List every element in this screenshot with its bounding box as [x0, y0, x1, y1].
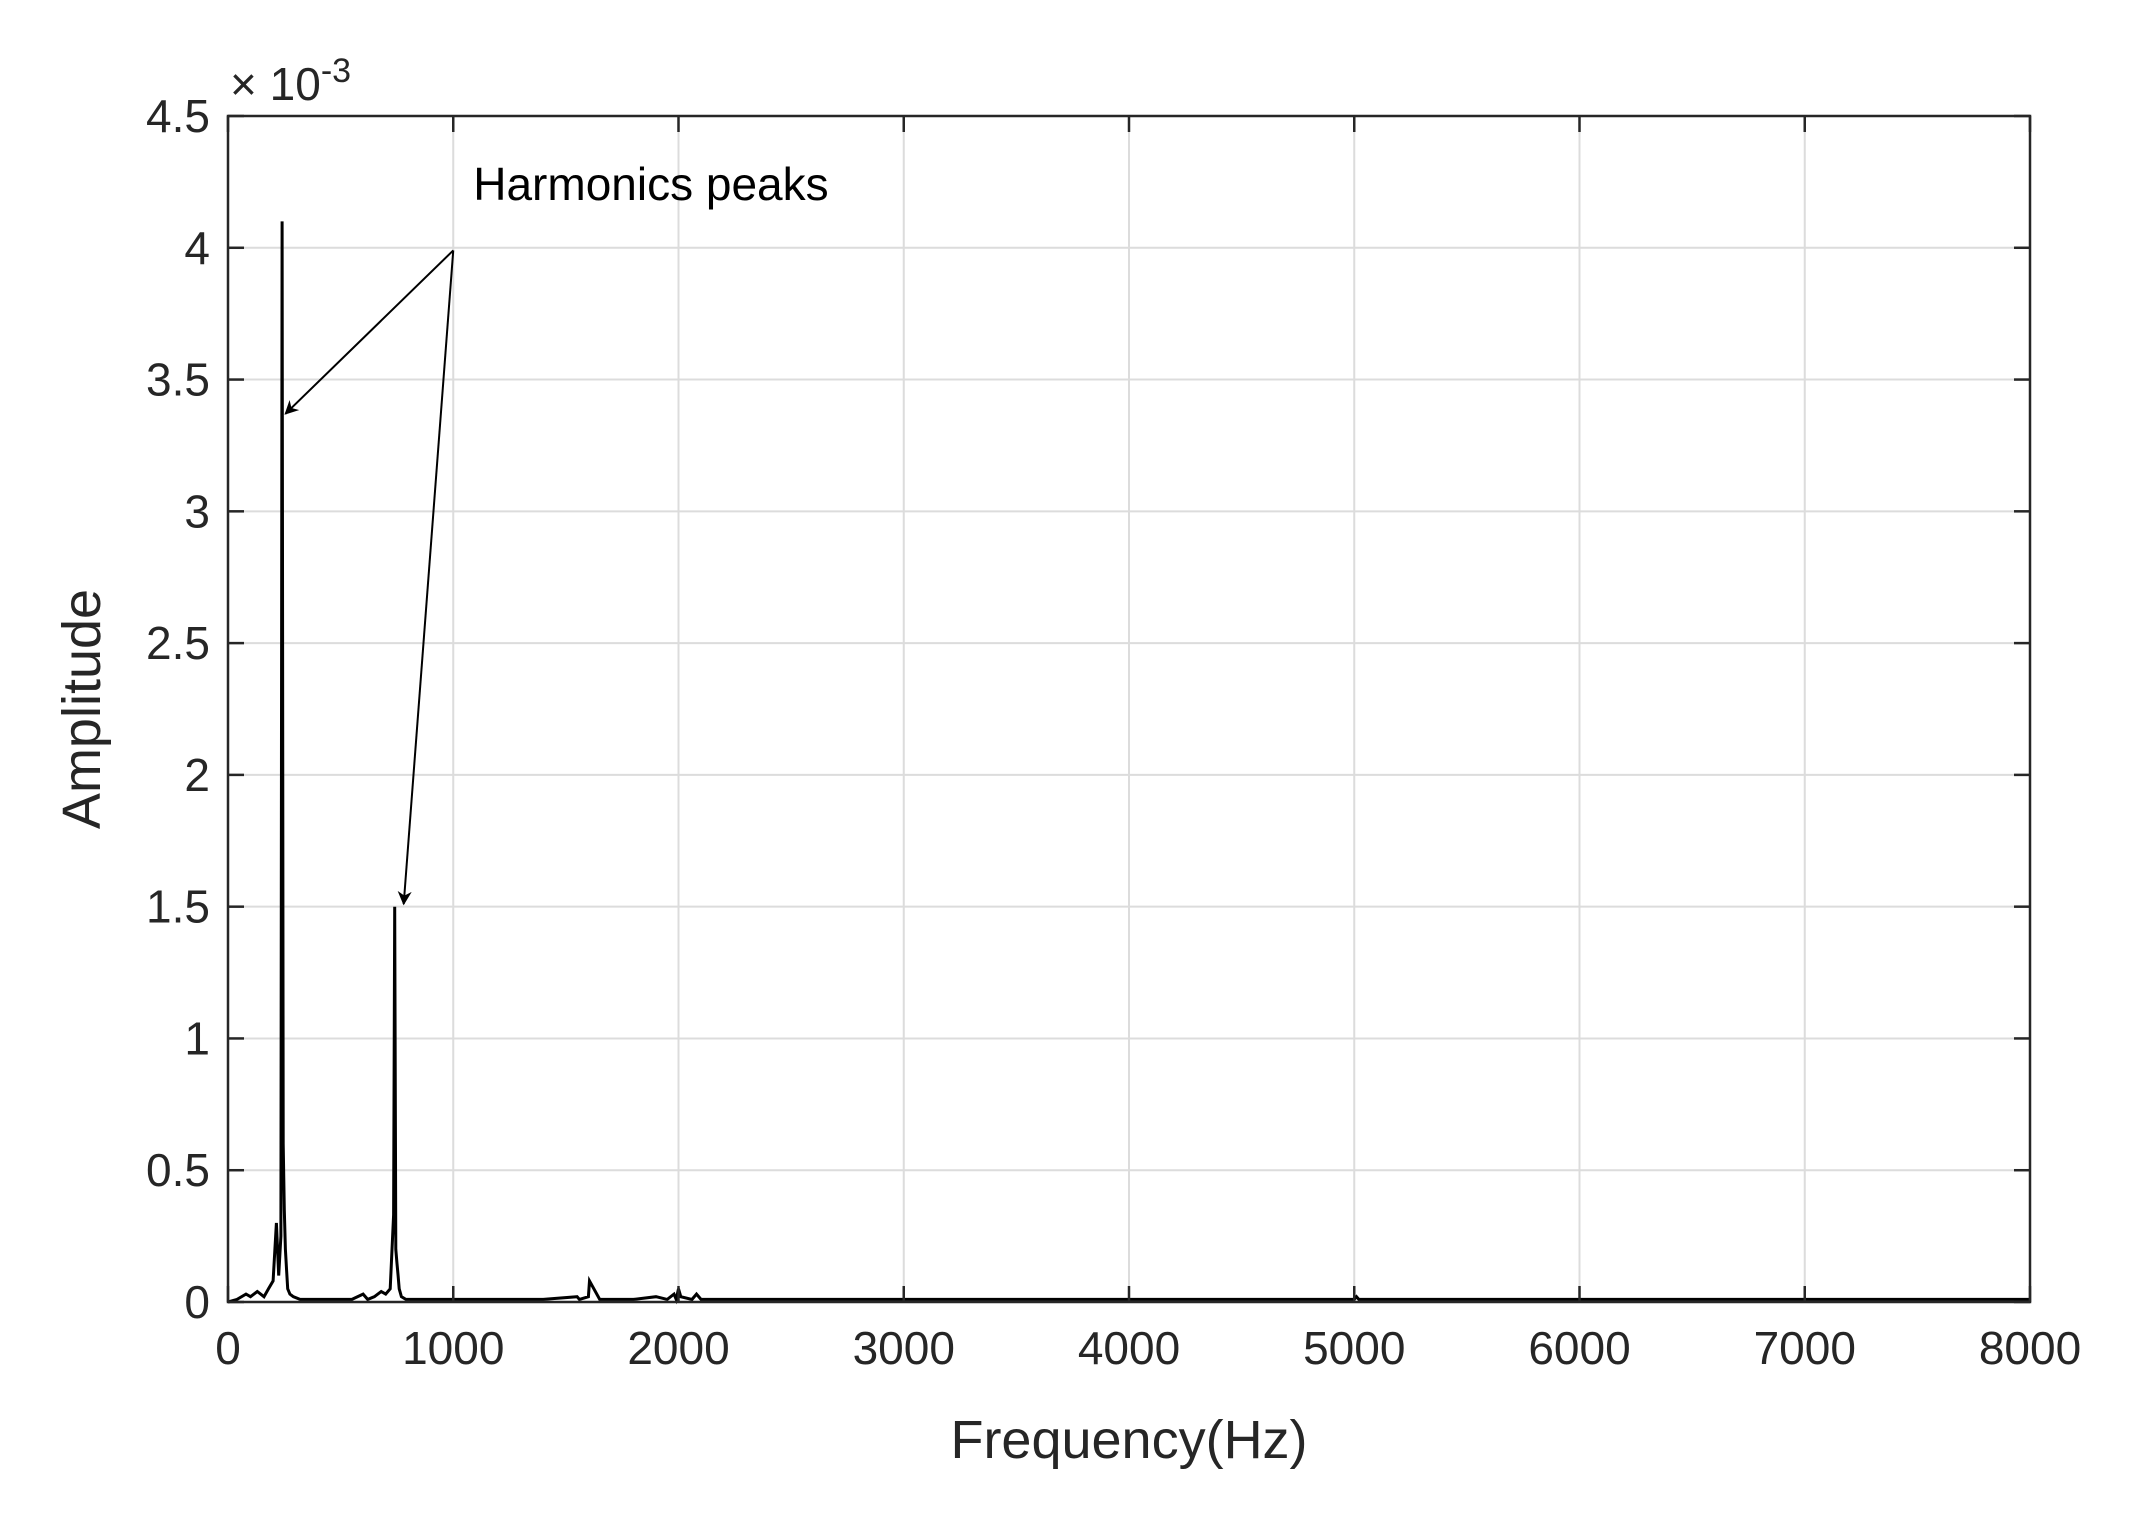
- y-tick-label-9: 4.5: [146, 90, 210, 142]
- x-axis-label: Frequency(Hz): [950, 1410, 1307, 1470]
- x-tick-label-8: 8000: [1979, 1322, 2081, 1374]
- x-tick-label-3: 3000: [853, 1322, 955, 1374]
- series-layer: [227, 221, 2030, 1305]
- y-axis-label: Amplitude: [52, 589, 112, 829]
- x-tick-label-4: 4000: [1078, 1322, 1180, 1374]
- x-tick-label-6: 6000: [1528, 1322, 1630, 1374]
- y-exponent-base: × 10: [230, 58, 321, 110]
- annotation-text-0: Harmonics peaks: [473, 158, 828, 210]
- ticks: [226, 114, 2032, 1304]
- x-tick-label-1: 1000: [402, 1322, 504, 1374]
- y-tick-label-6: 3: [184, 485, 210, 537]
- y-exponent-label: × 10-3: [230, 52, 351, 110]
- y-tick-label-8: 4: [184, 222, 210, 274]
- y-tick-label-0: 0: [184, 1276, 210, 1328]
- y-tick-label-1: 0.5: [146, 1144, 210, 1196]
- x-tick-label-0: 0: [215, 1322, 241, 1374]
- y-tick-label-4: 2: [184, 749, 210, 801]
- x-tick-label-5: 5000: [1303, 1322, 1405, 1374]
- annotations: Harmonics peaks: [284, 158, 829, 906]
- annotation-arrow-0-1: [397, 250, 455, 906]
- x-tick-label-7: 7000: [1754, 1322, 1856, 1374]
- x-tick-label-2: 2000: [627, 1322, 729, 1374]
- y-exponent-power: -3: [321, 52, 351, 90]
- x-tick-labels: 0 1000 2000 3000 4000 5000 6000 7000 8000: [215, 1322, 2081, 1374]
- y-tick-labels: 0 0.5 1 1.5 2 2.5 3 3.5 4 4.5: [146, 90, 210, 1328]
- annotation-arrow-0-0: [284, 249, 454, 415]
- series-line-0: [227, 221, 2030, 1305]
- y-tick-label-7: 3.5: [146, 354, 210, 406]
- y-tick-label-5: 2.5: [146, 617, 210, 669]
- y-tick-label-2: 1: [184, 1012, 210, 1064]
- y-tick-label-3: 1.5: [146, 881, 210, 933]
